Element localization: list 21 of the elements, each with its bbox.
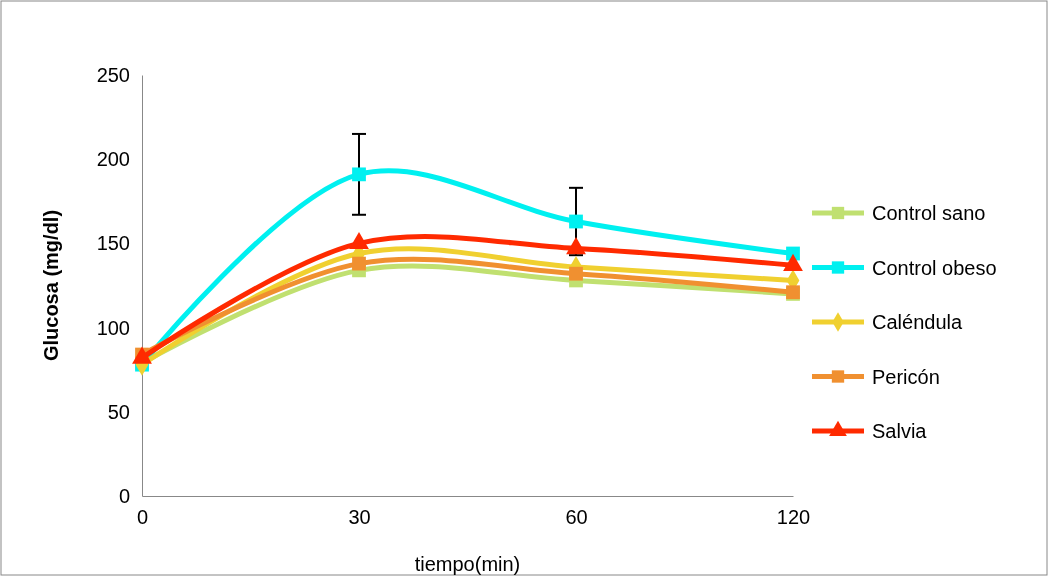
y-tick-label: 200	[96, 148, 130, 171]
y-tick-label: 250	[96, 63, 130, 86]
y-tick-label: 100	[96, 316, 130, 339]
y-tick-label: 0	[118, 484, 130, 507]
y-tick-label: 150	[96, 232, 130, 255]
point	[569, 266, 583, 281]
x-axis-title: tiempo(min)	[414, 553, 521, 575]
y-tick-label: 50	[107, 400, 130, 423]
x-tick-label: 60	[565, 506, 588, 529]
point	[569, 214, 583, 229]
legend-label: Control obeso	[872, 256, 997, 279]
legend-label: Caléndula	[872, 311, 963, 333]
point	[352, 256, 366, 271]
legend-label: Control sano	[872, 202, 986, 224]
legend-label: Pericón	[872, 365, 940, 388]
x-tick-label: 30	[348, 506, 371, 529]
point	[352, 167, 366, 182]
y-axis-title: Glucosa (mg/dl)	[40, 209, 62, 362]
legend-label: Salvia	[872, 420, 928, 442]
x-tick-label: 120	[776, 506, 811, 529]
x-tick-label: 0	[136, 506, 149, 529]
